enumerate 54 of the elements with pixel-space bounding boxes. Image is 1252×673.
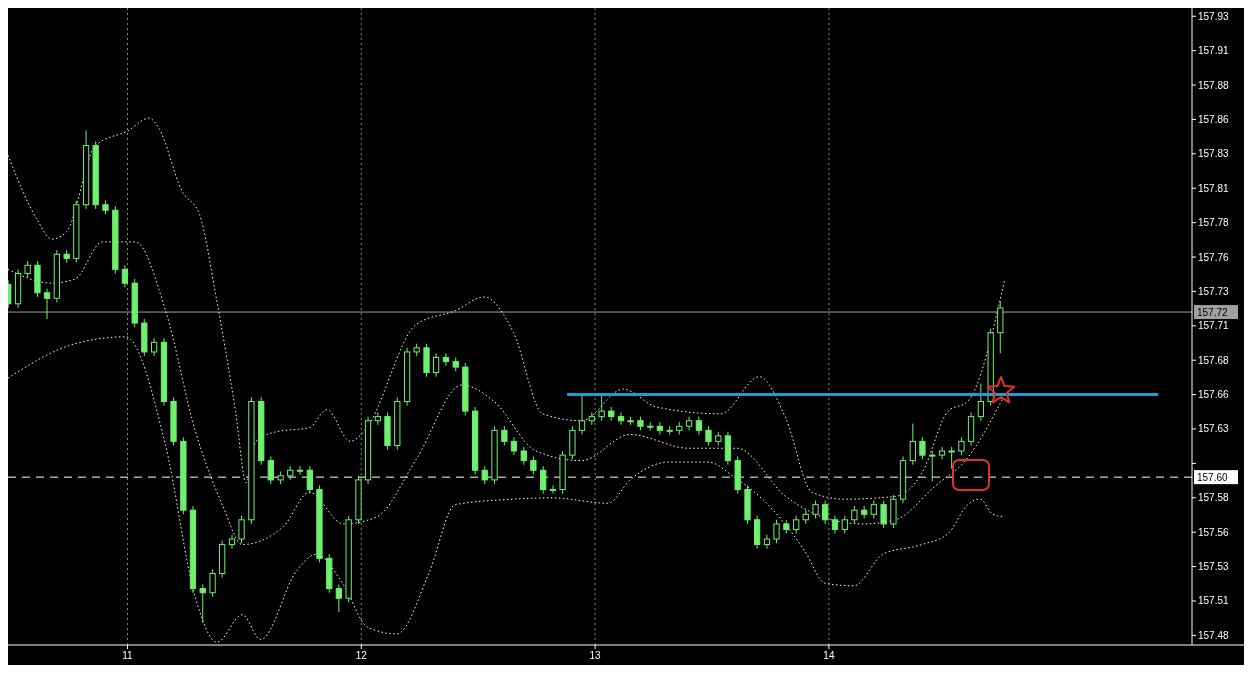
x-tick-label: 12 bbox=[355, 650, 368, 661]
candlestick bbox=[228, 534, 236, 550]
y-tick-label: 157.51 bbox=[1198, 595, 1230, 607]
y-tick-label: 157.66 bbox=[1198, 389, 1230, 401]
y-tick-label: 157.71 bbox=[1198, 320, 1230, 332]
candlestick bbox=[209, 568, 216, 598]
candlestick bbox=[822, 500, 829, 525]
candlestick bbox=[374, 411, 382, 426]
x-tick-label: 13 bbox=[589, 650, 602, 661]
candlestick bbox=[199, 583, 206, 624]
y-tick-label: 157.73 bbox=[1198, 285, 1230, 297]
y-tick-label: 157.63 bbox=[1198, 423, 1230, 435]
candlestick bbox=[617, 411, 625, 426]
y-tick-label: 157.56 bbox=[1198, 526, 1230, 538]
candlestick bbox=[773, 519, 780, 544]
ref-line-label: 157.72 bbox=[1197, 306, 1229, 318]
y-tick-label: 157.93 bbox=[1198, 10, 1230, 22]
ref-line-label: 157.60 bbox=[1197, 471, 1229, 483]
y-tick-label: 157.58 bbox=[1198, 492, 1230, 504]
candlestick bbox=[598, 394, 605, 422]
y-tick-label: 157.68 bbox=[1198, 354, 1230, 366]
candlestick bbox=[929, 450, 936, 482]
y-tick-label: 157.88 bbox=[1198, 79, 1230, 91]
candlestick bbox=[705, 425, 712, 447]
candlestick bbox=[121, 264, 129, 288]
candlestick bbox=[540, 465, 547, 495]
candlestick bbox=[977, 383, 985, 422]
y-tick-label: 157.76 bbox=[1198, 251, 1230, 263]
candlestick bbox=[335, 583, 342, 613]
candlestick bbox=[306, 465, 313, 495]
x-tick-label: 11 bbox=[122, 650, 134, 661]
candlestick bbox=[763, 534, 771, 550]
candlestick bbox=[501, 425, 508, 447]
y-tick-label: 157.53 bbox=[1198, 561, 1230, 573]
candlestick bbox=[43, 288, 51, 320]
candlestick bbox=[238, 515, 245, 544]
candlestick bbox=[880, 500, 887, 529]
x-tick-label: 14 bbox=[823, 650, 835, 661]
y-tick-label: 157.78 bbox=[1198, 217, 1230, 229]
candlestick bbox=[919, 436, 926, 460]
candlestick bbox=[549, 484, 557, 495]
candlestick bbox=[948, 446, 955, 470]
y-tick-label: 157.86 bbox=[1198, 113, 1230, 125]
candlestick bbox=[938, 446, 946, 460]
y-tick-label: 157.48 bbox=[1198, 629, 1230, 641]
candlestick bbox=[909, 422, 916, 466]
candlestick bbox=[442, 352, 450, 367]
y-tick-label: 157.81 bbox=[1198, 182, 1230, 194]
candlestick bbox=[296, 465, 304, 475]
candlestick bbox=[656, 421, 663, 435]
y-tick-label: 157.83 bbox=[1198, 148, 1230, 160]
candlestick bbox=[267, 456, 274, 485]
y-tick-label: 157.91 bbox=[1198, 45, 1230, 57]
candlestick bbox=[432, 352, 440, 378]
